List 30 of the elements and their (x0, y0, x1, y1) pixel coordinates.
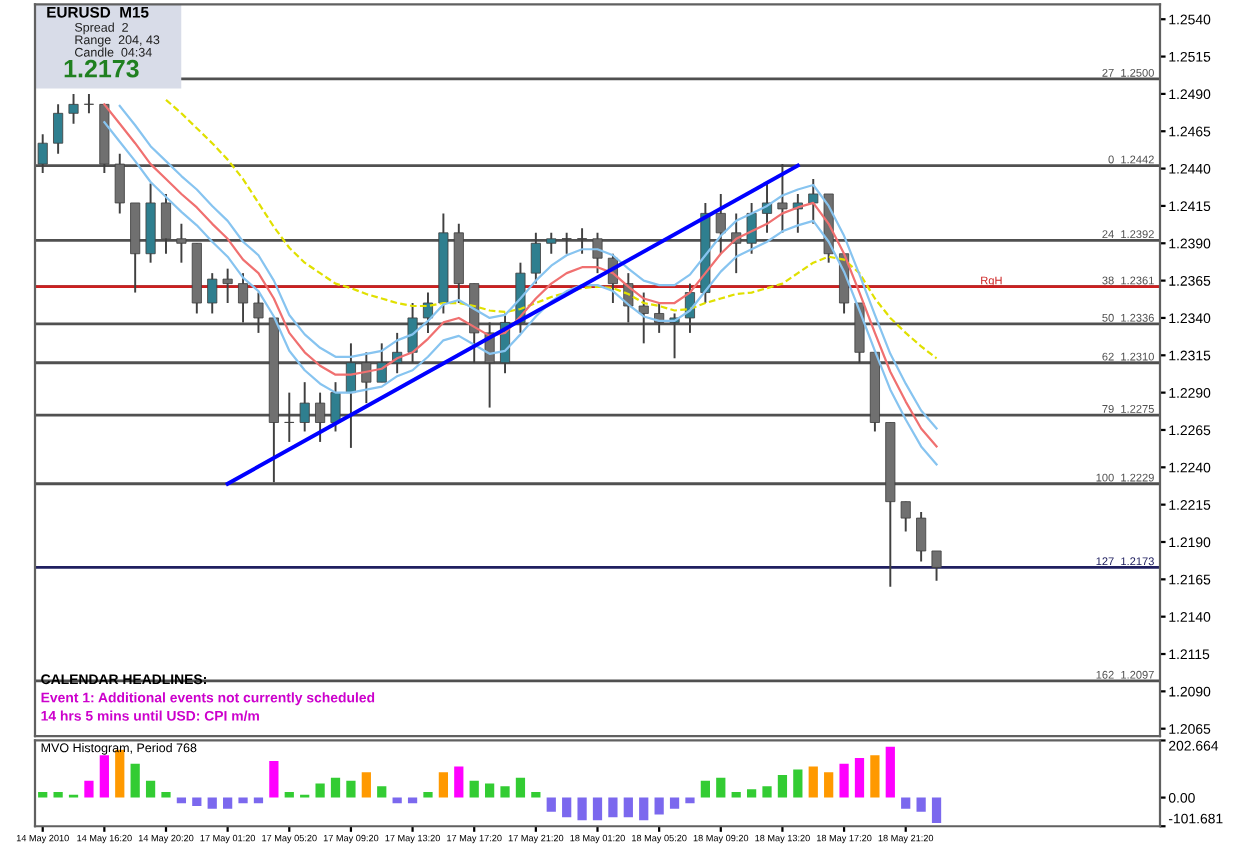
candlestick (253, 291, 264, 334)
candlestick (315, 391, 326, 443)
candlestick (160, 193, 172, 255)
candlestick (422, 291, 434, 334)
candlestick (546, 231, 557, 255)
candlestick (114, 152, 125, 215)
candlestick (176, 222, 187, 264)
candlestick (284, 391, 295, 443)
candlestick (715, 193, 726, 255)
candlestick (530, 231, 541, 285)
candlestick (222, 267, 233, 304)
candlestick (207, 272, 218, 315)
candlestick (299, 381, 310, 433)
candlestick (931, 549, 942, 582)
candlestick (561, 231, 572, 255)
candlestick (638, 291, 649, 345)
candlestick (376, 342, 387, 384)
candlestick (68, 92, 79, 125)
candlestick (777, 163, 788, 234)
candlestick (407, 302, 418, 364)
line-series (164, 98, 938, 360)
candlestick (83, 92, 94, 115)
candlestick (900, 500, 911, 533)
candlestick (916, 511, 927, 563)
candlestick (53, 103, 64, 155)
candlestick (808, 178, 819, 225)
candlestick (577, 227, 588, 255)
candlestick (37, 133, 48, 175)
candlestick (238, 272, 249, 324)
annotation: 1.2173 (64, 59, 139, 78)
